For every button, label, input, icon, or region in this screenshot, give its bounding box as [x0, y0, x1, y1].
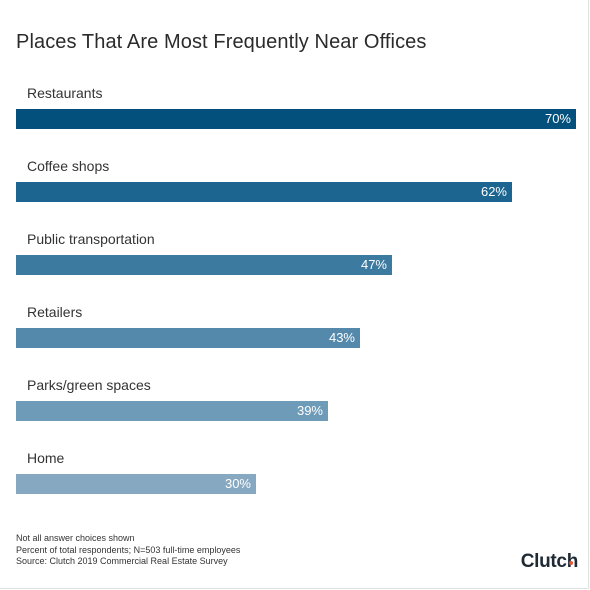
clutch-logo: Clutch	[520, 551, 579, 573]
bar	[16, 474, 256, 494]
bar	[16, 401, 328, 421]
logo-text: Clutch	[520, 551, 579, 572]
category-label: Home	[27, 450, 65, 466]
footnote-line: Not all answer choices shown	[16, 533, 135, 543]
category-label: Coffee shops	[27, 158, 109, 174]
bar	[16, 182, 512, 202]
footnote-line: Source: Clutch 2019 Commercial Real Esta…	[16, 556, 228, 566]
value-label: 43%	[329, 330, 355, 345]
chart-title: Places That Are Most Frequently Near Off…	[16, 31, 427, 53]
category-label: Parks/green spaces	[27, 377, 151, 393]
category-label: Public transportation	[27, 231, 155, 247]
bar-chart: Restaurants 70% Coffee shops 62% Public tran…	[16, 85, 576, 494]
category-label: Retailers	[27, 304, 82, 320]
logo-dot	[569, 561, 573, 565]
bar	[16, 109, 576, 129]
bar	[16, 328, 360, 348]
bar	[16, 255, 392, 275]
value-label: 70%	[545, 111, 571, 126]
footnotes: Not all answer choices shown Percent of …	[16, 533, 240, 568]
value-label: 47%	[361, 257, 387, 272]
value-label: 62%	[481, 184, 507, 199]
footnote-line: Percent of total respondents; N=503 full…	[16, 544, 241, 555]
category-label: Restaurants	[27, 85, 102, 101]
value-label: 39%	[297, 403, 323, 418]
value-label: 30%	[225, 476, 251, 491]
